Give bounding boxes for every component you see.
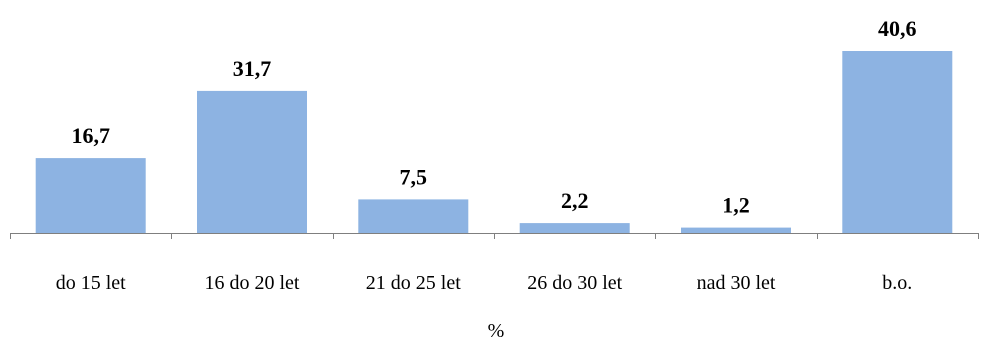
bar [519, 223, 630, 233]
bar-value-label: 7,5 [400, 164, 428, 189]
category-label: b.o. [882, 272, 912, 294]
bar-value-label: 2,2 [561, 188, 589, 213]
category-labels-layer: do 15 let 16 do 20 let 21 do 25 let 26 do 3… [56, 272, 913, 294]
bar-value-label: 1,2 [722, 193, 750, 218]
category-label: do 15 let [56, 272, 126, 294]
value-labels-layer: 16,7 31,7 7,5 2,2 1,2 40,6 [71, 16, 916, 218]
category-label: nad 30 let [697, 272, 776, 294]
category-label: 16 do 20 let [205, 272, 300, 294]
bar [358, 199, 469, 233]
x-axis-title: % [488, 320, 505, 342]
bar-value-label: 40,6 [878, 16, 917, 41]
bar [197, 90, 307, 234]
bar [842, 51, 953, 233]
bar-value-label: 31,7 [233, 56, 272, 81]
category-label: 21 do 25 let [366, 272, 461, 294]
bar-value-label: 16,7 [71, 123, 110, 148]
bar [35, 158, 146, 233]
bars-layer [35, 51, 953, 234]
x-axis-ticks [10, 233, 979, 239]
bar [681, 227, 791, 233]
category-label: 26 do 30 let [527, 272, 622, 294]
